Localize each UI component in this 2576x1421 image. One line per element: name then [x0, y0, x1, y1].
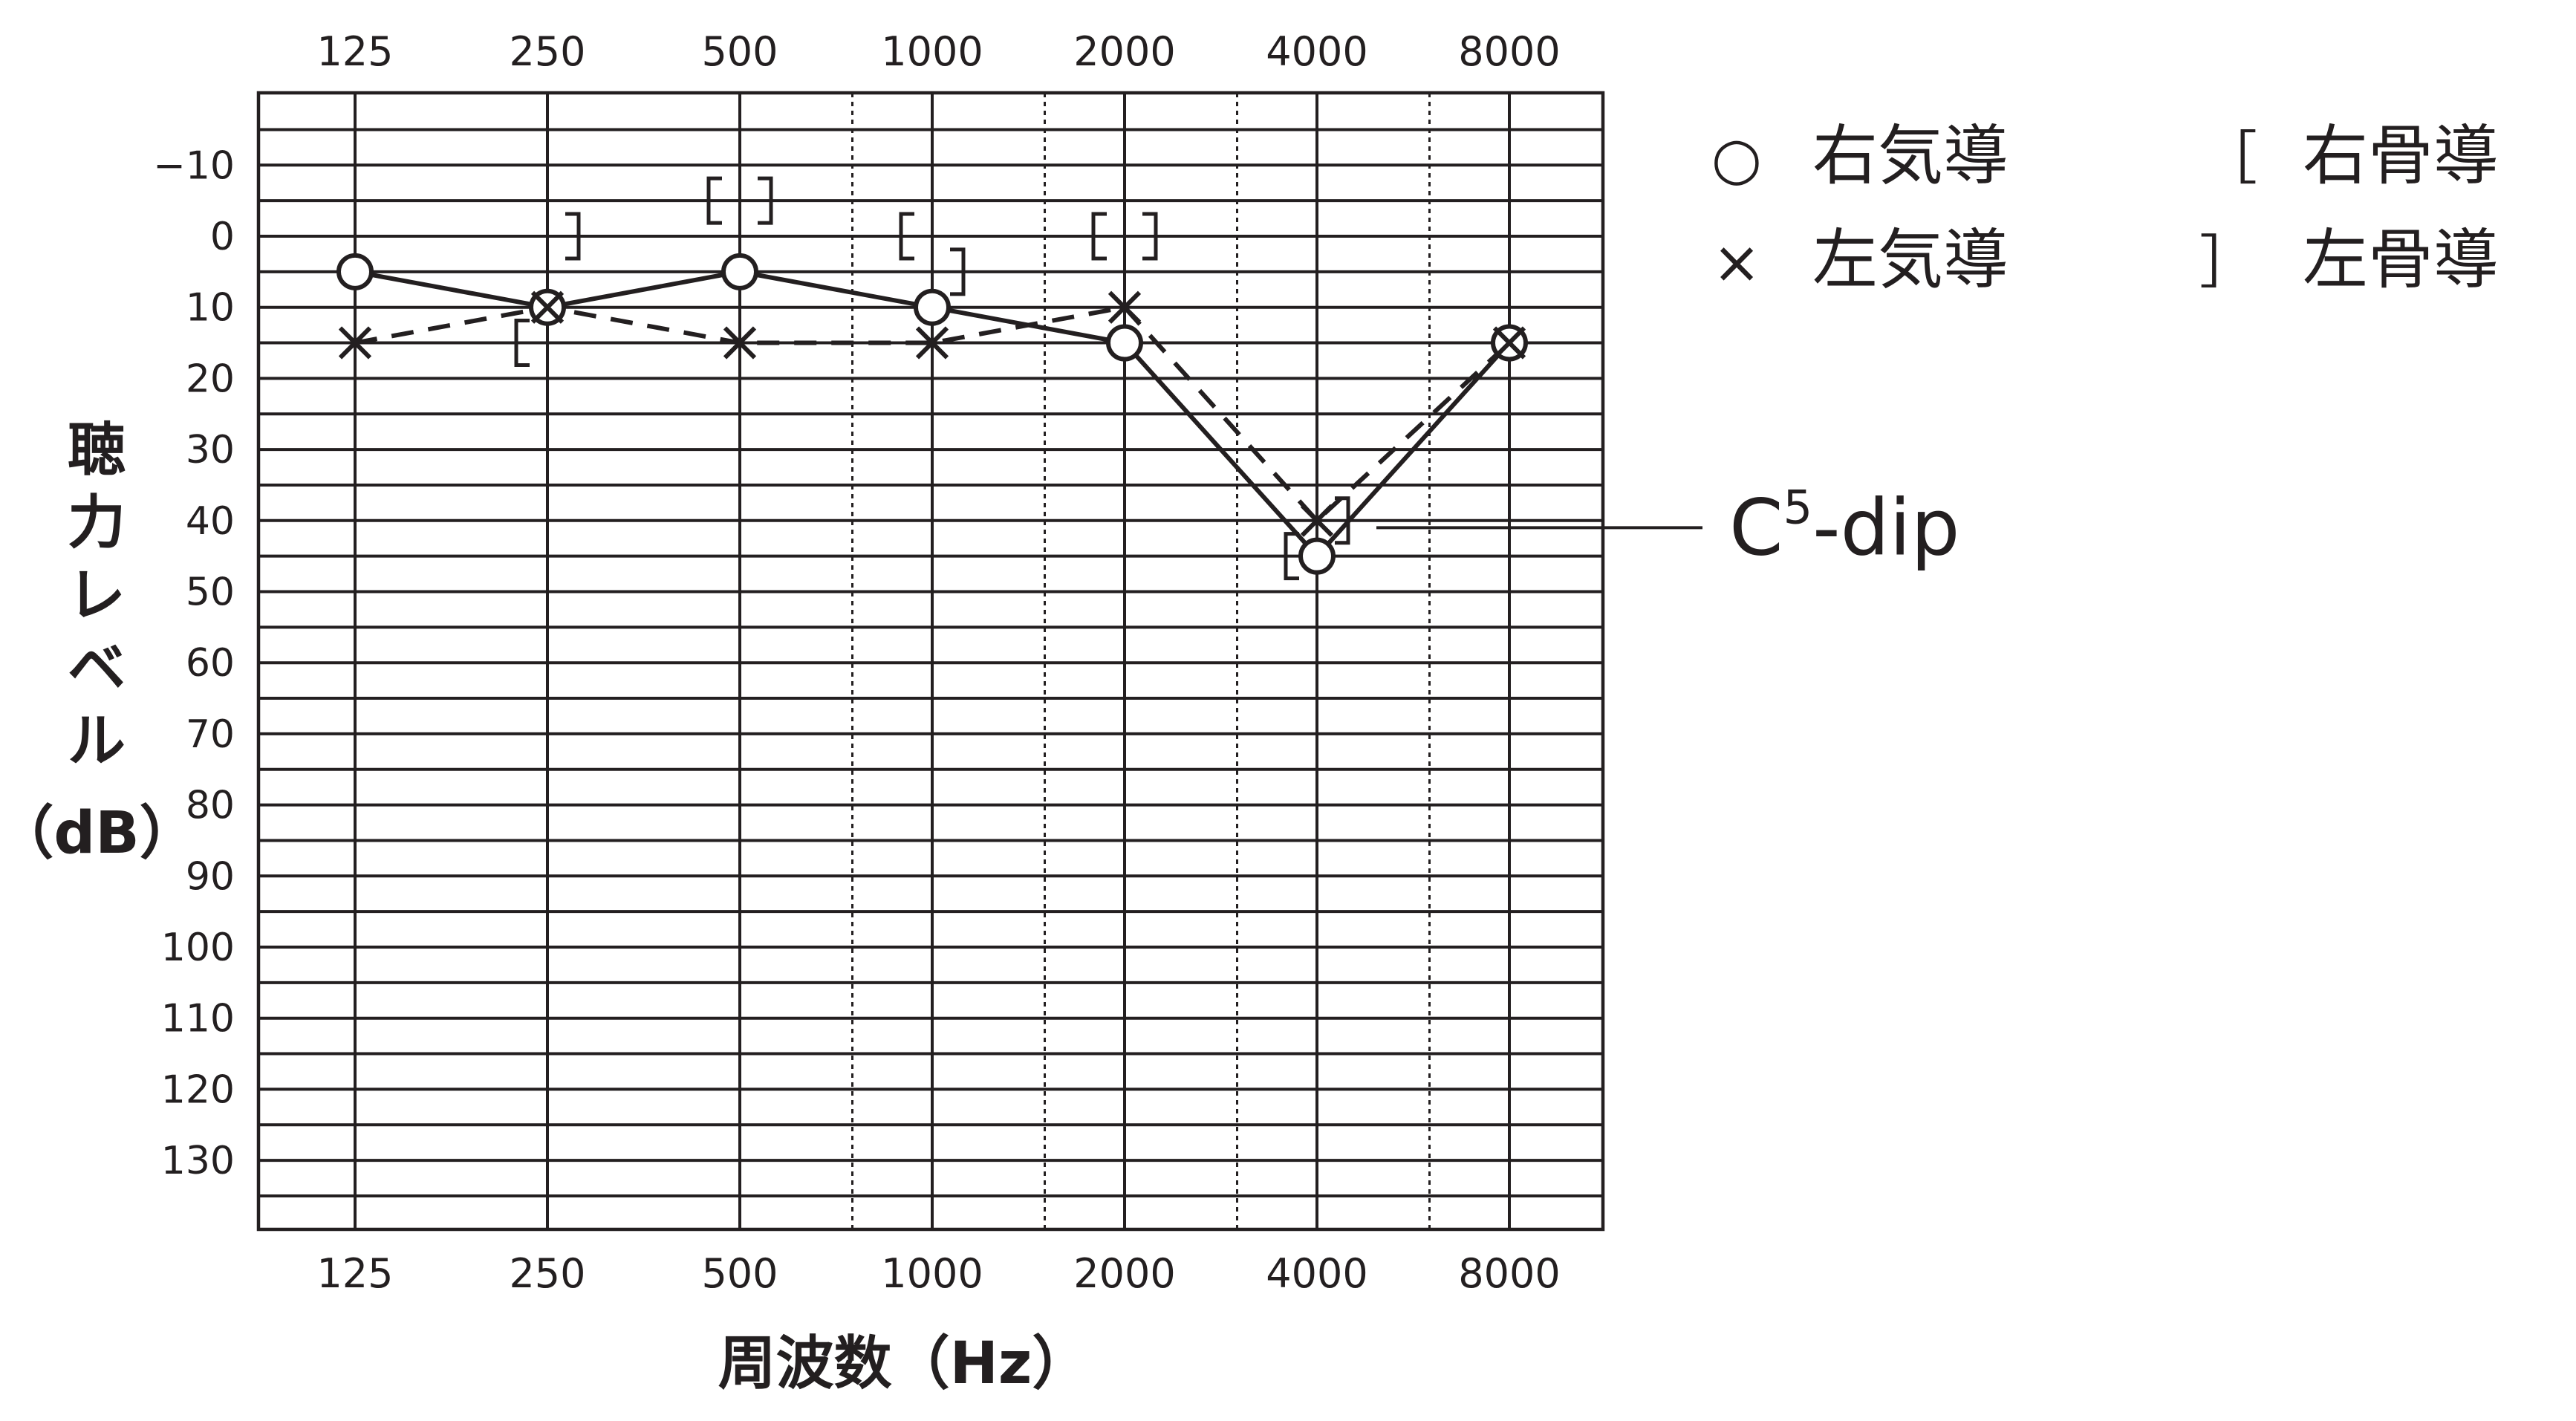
- annotation-label: C5-dip: [1729, 480, 1960, 573]
- x-axis-title: 周波数（Hz）: [718, 1330, 1090, 1397]
- data-point-bracket-left: [899, 212, 914, 261]
- legend-label: 右骨導: [2303, 117, 2499, 194]
- x-tick-label: 250: [509, 1250, 585, 1297]
- data-point-bracket-left: [1284, 532, 1299, 581]
- x-tick-label: 500: [701, 28, 778, 75]
- y-axis-title-char: レ: [68, 562, 126, 629]
- x-tick-label: 1000: [881, 1250, 983, 1297]
- y-axis-title-char: ベ: [68, 635, 126, 702]
- data-point-bracket-left: [1091, 212, 1107, 261]
- data-point-circle: [1298, 537, 1336, 575]
- x-tick-label: 500: [701, 1250, 778, 1297]
- y-tick-labels: −10 0 10 20 30 40 50 60 70 80 90 100 110 120 130: [153, 143, 235, 1183]
- y-tick-label: 70: [186, 712, 235, 757]
- legend-symbol: ［: [2199, 126, 2257, 192]
- x-tick-labels-top: 125 250 500 1000 2000 4000 8000: [316, 28, 1560, 75]
- y-tick-label: 60: [186, 641, 235, 686]
- data-point-bracket-right: [565, 212, 581, 261]
- data-point-bracket-right: [1142, 212, 1158, 261]
- x-tick-label: 125: [316, 1250, 393, 1297]
- data-point-bracket-left: [706, 176, 722, 225]
- y-tick-label: 90: [186, 854, 235, 899]
- x-tick-label: 8000: [1458, 1250, 1560, 1297]
- data-point-circle: [1106, 324, 1143, 362]
- x-tick-label: 4000: [1266, 1250, 1367, 1297]
- y-tick-label: 10: [186, 286, 235, 331]
- x-tick-label: 8000: [1458, 28, 1560, 75]
- x-tick-label: 1000: [881, 28, 983, 75]
- data-point-bracket-left: [514, 319, 530, 368]
- x-tick-label: 2000: [1073, 1250, 1175, 1297]
- x-tick-label: 2000: [1073, 28, 1175, 75]
- y-tick-label: 50: [186, 570, 235, 615]
- data-point-cross: [1300, 504, 1334, 537]
- data-point-bracket-right: [1335, 496, 1350, 545]
- annotations: C5-dip: [1376, 480, 1960, 573]
- x-tick-label: 4000: [1266, 28, 1367, 75]
- data-point-circle: [721, 253, 758, 290]
- data-point-cross: [1108, 290, 1142, 324]
- y-tick-label: 100: [161, 926, 235, 970]
- x-tick-label: 250: [509, 28, 585, 75]
- data-point-bracket-right: [758, 176, 773, 225]
- data-point-cross: [723, 326, 757, 360]
- y-tick-label: 80: [186, 784, 235, 828]
- y-tick-label: 130: [161, 1139, 235, 1183]
- legend: ○ 右気導 × 左気導 ［ 右骨導 ］ 左骨導: [1711, 117, 2499, 298]
- y-axis-title-char: 聴: [68, 417, 126, 484]
- y-tick-label: 110: [161, 997, 235, 1041]
- y-axis-title-char: 力: [68, 490, 126, 556]
- data-point-cross: [338, 326, 372, 360]
- y-tick-label: 20: [186, 357, 235, 401]
- legend-label: 左気導: [1812, 221, 2009, 298]
- data-point-cross: [915, 326, 949, 360]
- data-point-cross: [1492, 326, 1526, 360]
- legend-label: 右気導: [1812, 117, 2009, 194]
- legend-symbol: ○: [1711, 126, 1762, 192]
- grid: [256, 91, 1605, 1232]
- data-series: [336, 176, 1528, 581]
- y-tick-label: −10: [153, 143, 235, 188]
- legend-label: 左骨導: [2303, 221, 2499, 298]
- y-tick-label: 120: [161, 1067, 235, 1112]
- x-tick-labels-bottom: 125 250 500 1000 2000 4000 8000: [316, 1250, 1560, 1297]
- y-tick-label: 30: [186, 428, 235, 472]
- data-point-cross: [530, 290, 565, 324]
- data-point-bracket-right: [950, 247, 966, 296]
- legend-symbol: ］: [2199, 230, 2257, 296]
- data-point-circle: [914, 288, 951, 326]
- y-axis-unit: （dB）: [0, 800, 198, 867]
- y-tick-label: 0: [210, 215, 235, 259]
- legend-symbol: ×: [1712, 230, 1760, 296]
- x-tick-label: 125: [316, 28, 393, 75]
- y-tick-label: 40: [186, 499, 235, 544]
- data-point-circle: [336, 253, 374, 290]
- y-axis-title-char: ル: [68, 708, 126, 775]
